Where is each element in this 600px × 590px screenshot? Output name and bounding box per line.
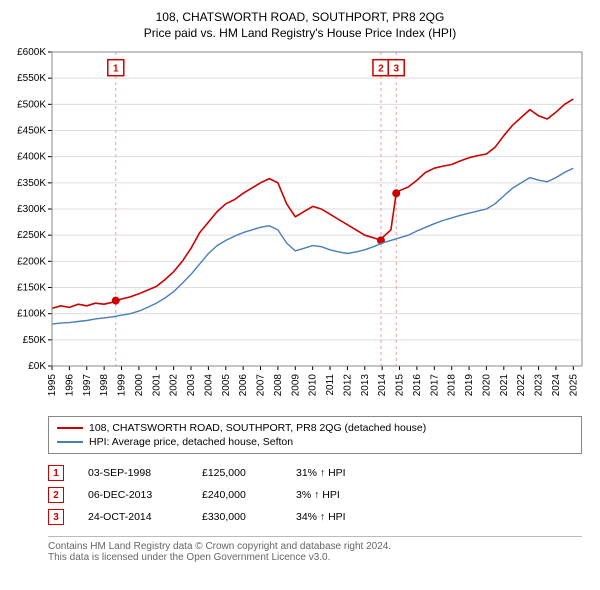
svg-text:2000: 2000	[134, 374, 145, 397]
svg-text:£300K: £300K	[17, 204, 46, 215]
sale-number-box: 1	[48, 465, 64, 481]
svg-text:1999: 1999	[117, 374, 128, 397]
svg-text:2023: 2023	[534, 374, 545, 397]
svg-text:2007: 2007	[256, 374, 267, 397]
sale-number-box: 3	[48, 509, 64, 525]
sale-price: £240,000	[202, 489, 272, 501]
legend-label: 108, CHATSWORTH ROAD, SOUTHPORT, PR8 2QG…	[89, 422, 426, 434]
legend-item: HPI: Average price, detached house, Seft…	[57, 435, 573, 449]
svg-text:2015: 2015	[395, 374, 406, 397]
svg-text:1: 1	[113, 64, 119, 75]
sale-price: £125,000	[202, 467, 272, 479]
svg-text:2: 2	[378, 64, 384, 75]
svg-text:£150K: £150K	[17, 283, 46, 294]
svg-text:2011: 2011	[325, 374, 336, 396]
chart-area: £0K £50K £100K £150K £200K £250K £300K £350K £40…	[8, 46, 592, 406]
svg-text:£250K: £250K	[17, 230, 46, 241]
sale-date: 06-DEC-2013	[88, 489, 178, 501]
svg-text:£450K: £450K	[17, 126, 46, 137]
svg-text:£600K: £600K	[17, 47, 46, 58]
sales-row: 3 24-OCT-2014 £330,000 34% ↑ HPI	[48, 506, 582, 528]
svg-text:£350K: £350K	[17, 178, 46, 189]
svg-text:2009: 2009	[290, 374, 301, 397]
sales-row: 1 03-SEP-1998 £125,000 31% ↑ HPI	[48, 462, 582, 484]
sale-number-box: 2	[48, 487, 64, 503]
legend-item: 108, CHATSWORTH ROAD, SOUTHPORT, PR8 2QG…	[57, 421, 573, 435]
page-subtitle: Price paid vs. HM Land Registry's House …	[8, 26, 592, 40]
sale-price: £330,000	[202, 511, 272, 523]
svg-text:2020: 2020	[481, 374, 492, 397]
svg-text:1998: 1998	[99, 374, 110, 397]
svg-text:£100K: £100K	[17, 309, 46, 320]
sales-table: 1 03-SEP-1998 £125,000 31% ↑ HPI 2 06-DEC-201…	[48, 462, 582, 528]
svg-text:2021: 2021	[499, 374, 510, 397]
svg-text:2006: 2006	[238, 374, 249, 397]
svg-text:3: 3	[393, 64, 399, 75]
svg-text:2018: 2018	[447, 374, 458, 397]
svg-text:2005: 2005	[221, 374, 232, 397]
svg-text:2024: 2024	[551, 374, 562, 397]
sale-delta: 34% ↑ HPI	[296, 511, 386, 523]
svg-text:2025: 2025	[568, 374, 579, 397]
sale-delta: 3% ↑ HPI	[296, 489, 386, 501]
sale-date: 03-SEP-1998	[88, 467, 178, 479]
svg-text:£200K: £200K	[17, 256, 46, 267]
svg-text:2004: 2004	[203, 374, 214, 397]
legend-label: HPI: Average price, detached house, Seft…	[89, 436, 293, 448]
svg-text:£50K: £50K	[23, 335, 47, 346]
svg-text:1997: 1997	[82, 374, 93, 397]
svg-text:2010: 2010	[308, 374, 319, 397]
sale-delta: 31% ↑ HPI	[296, 467, 386, 479]
sale-date: 24-OCT-2014	[88, 511, 178, 523]
svg-text:£0K: £0K	[28, 361, 46, 372]
svg-text:2014: 2014	[377, 374, 388, 397]
page-title: 108, CHATSWORTH ROAD, SOUTHPORT, PR8 2QG	[8, 10, 592, 24]
svg-text:2002: 2002	[169, 374, 180, 397]
sales-row: 2 06-DEC-2013 £240,000 3% ↑ HPI	[48, 484, 582, 506]
svg-text:2016: 2016	[412, 374, 423, 397]
legend-swatch	[57, 441, 83, 443]
svg-text:£400K: £400K	[17, 152, 46, 163]
svg-text:2017: 2017	[429, 374, 440, 397]
price-chart: £0K £50K £100K £150K £200K £250K £300K £350K £40…	[8, 46, 592, 406]
svg-text:2003: 2003	[186, 374, 197, 397]
legend: 108, CHATSWORTH ROAD, SOUTHPORT, PR8 2QG…	[48, 416, 582, 454]
svg-text:2012: 2012	[342, 374, 353, 397]
svg-text:2008: 2008	[273, 374, 284, 397]
svg-text:2001: 2001	[151, 374, 162, 397]
svg-text:1996: 1996	[64, 374, 75, 397]
footer-line-1: Contains HM Land Registry data © Crown c…	[48, 541, 582, 552]
svg-text:2022: 2022	[516, 374, 527, 397]
svg-text:2013: 2013	[360, 374, 371, 397]
footer-line-2: This data is licensed under the Open Gov…	[48, 552, 582, 563]
legend-swatch	[57, 427, 83, 429]
svg-text:£500K: £500K	[17, 99, 46, 110]
svg-text:2019: 2019	[464, 374, 475, 397]
svg-text:1995: 1995	[47, 374, 58, 397]
footer: Contains HM Land Registry data © Crown c…	[48, 536, 582, 563]
svg-text:£550K: £550K	[17, 73, 46, 84]
